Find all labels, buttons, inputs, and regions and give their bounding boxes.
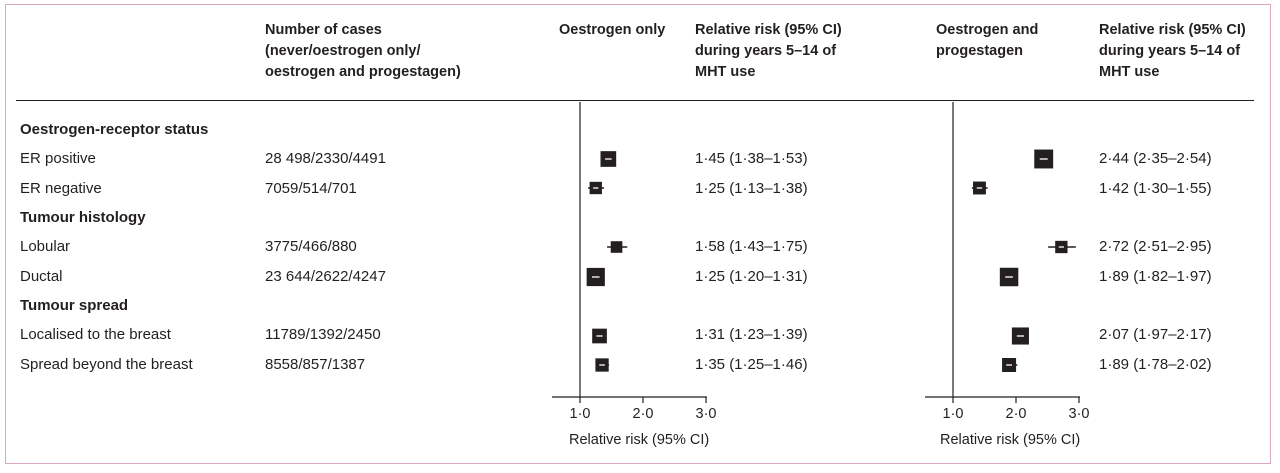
header-oestrogen-only: Oestrogen only: [559, 22, 666, 38]
row-rr-oestrogen-progestagen-er-positive: 2·44 (2·35–2·54): [1099, 150, 1212, 167]
x-tick-label-oestrogen-progestagen: 1·0: [943, 406, 964, 422]
header-number-of-cases: Number of cases (never/oestrogen only/ o…: [265, 22, 461, 80]
row-rr-oestrogen-only-ductal: 1·25 (1·20–1·31): [695, 268, 808, 285]
row-rr-oestrogen-only-lobular: 1·58 (1·43–1·75): [695, 238, 808, 255]
row-cases-spread-beyond: 8558/857/1387: [265, 356, 366, 373]
row-rr-oestrogen-progestagen-spread-beyond: 1·89 (1·78–2·02): [1099, 356, 1212, 373]
row-cases-lobular: 3775/466/880: [265, 238, 357, 255]
row-rr-oestrogen-only-localised: 1·31 (1·23–1·39): [695, 326, 808, 343]
row-rr-oestrogen-progestagen-lobular: 2·72 (2·51–2·95): [1099, 238, 1212, 255]
row-cases-localised: 11789/1392/2450: [265, 326, 381, 343]
row-label-spread-beyond: Spread beyond the breast: [20, 356, 193, 373]
header-oestrogen-progestagen: Oestrogen and progestagen: [936, 22, 1039, 59]
row-label-er-negative: ER negative: [20, 180, 102, 197]
row-rr-oestrogen-progestagen-localised: 2·07 (1·97–2·17): [1099, 326, 1212, 343]
estimate-box-oestrogen-only: [610, 241, 623, 253]
row-cases-ductal: 23 644/2622/4247: [265, 268, 386, 285]
row-rr-oestrogen-progestagen-er-negative: 1·42 (1·30–1·55): [1099, 180, 1212, 197]
row-rr-oestrogen-only-er-negative: 1·25 (1·13–1·38): [695, 180, 808, 197]
row-label-localised: Localised to the breast: [20, 326, 171, 343]
header-rr-oestrogen-progestagen: Relative risk (95% CI) during years 5–14…: [1099, 22, 1246, 80]
section-tumour-spread: Tumour spread: [20, 297, 129, 314]
row-label-ductal: Ductal: [20, 268, 63, 285]
row-cases-er-negative: 7059/514/701: [265, 180, 357, 197]
header-rr-oestrogen-only: Relative risk (95% CI) during years 5–14…: [695, 22, 842, 80]
row-rr-oestrogen-only-spread-beyond: 1·35 (1·25–1·46): [695, 356, 808, 373]
x-tick-label-oestrogen-progestagen: 3·0: [1069, 406, 1090, 422]
x-tick-label-oestrogen-only: 2·0: [633, 406, 654, 422]
row-label-lobular: Lobular: [20, 238, 71, 255]
x-tick-label-oestrogen-only: 1·0: [570, 406, 591, 422]
row-rr-oestrogen-only-er-positive: 1·45 (1·38–1·53): [695, 150, 808, 167]
axis-title-oestrogen-only: Relative risk (95% CI): [569, 432, 710, 448]
header-divider: [16, 100, 1254, 101]
x-tick-label-oestrogen-only: 3·0: [696, 406, 717, 422]
axis-title-oestrogen-progestagen: Relative risk (95% CI): [940, 432, 1081, 448]
row-label-er-positive: ER positive: [20, 150, 96, 167]
row-rr-oestrogen-progestagen-ductal: 1·89 (1·82–1·97): [1099, 268, 1212, 285]
row-cases-er-positive: 28 498/2330/4491: [265, 150, 386, 167]
section-tumour-histology: Tumour histology: [20, 209, 146, 226]
section-oestrogen-receptor-status: Oestrogen-receptor status: [20, 121, 209, 138]
x-tick-label-oestrogen-progestagen: 2·0: [1006, 406, 1027, 422]
figure-frame: [5, 4, 1271, 464]
